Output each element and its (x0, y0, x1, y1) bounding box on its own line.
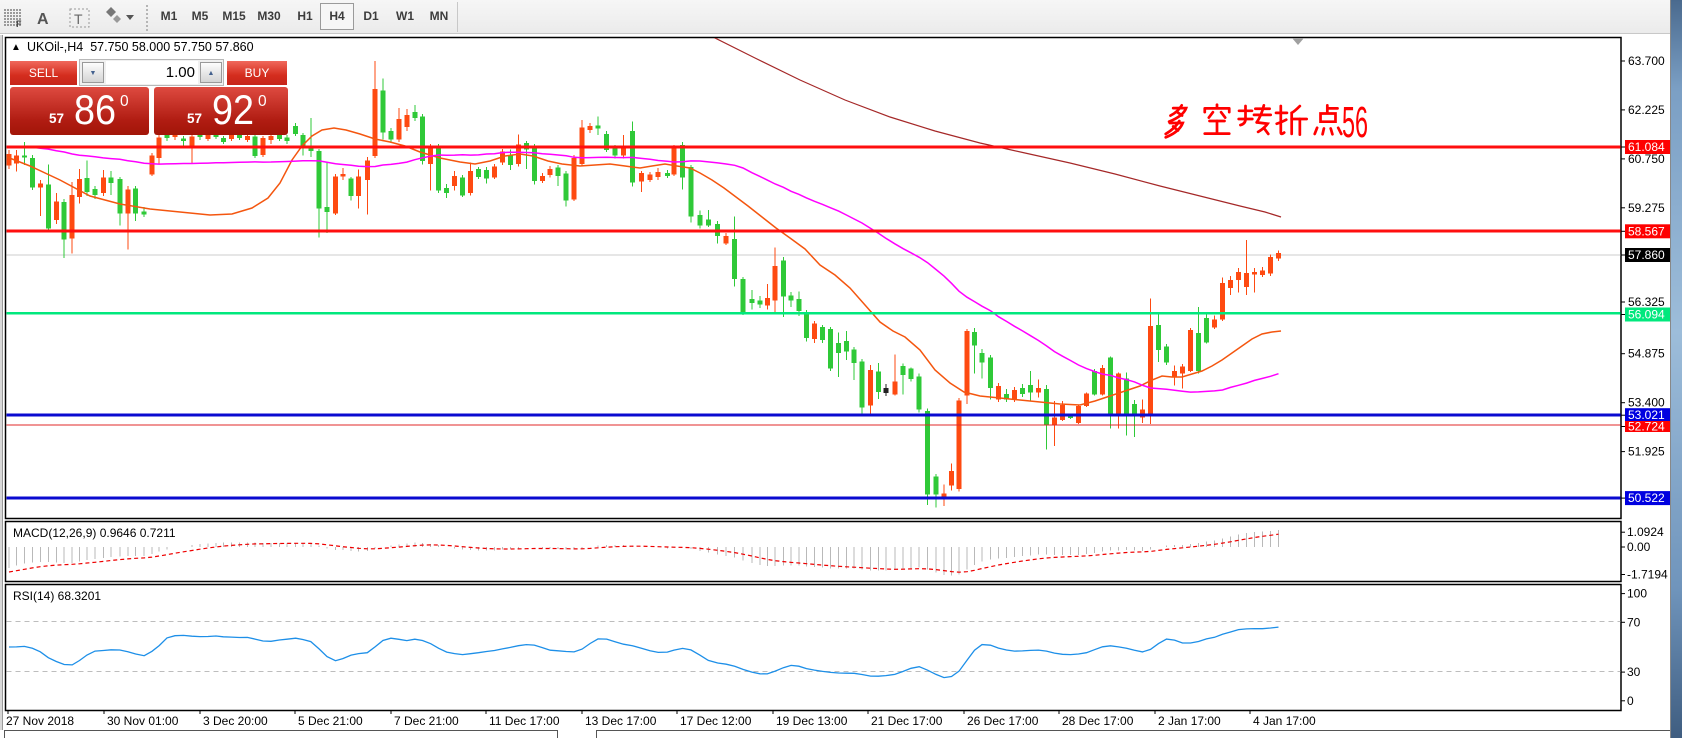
svg-text:5 Dec 21:00: 5 Dec 21:00 (298, 714, 363, 728)
svg-text:63.700: 63.700 (1628, 54, 1665, 68)
svg-text:A: A (37, 11, 49, 28)
svg-text:3 Dec 20:00: 3 Dec 20:00 (203, 714, 268, 728)
svg-text:56: 56 (1342, 98, 1368, 147)
svg-text:58.567: 58.567 (1628, 224, 1665, 238)
svg-text:RSI(14) 68.3201: RSI(14) 68.3201 (13, 589, 101, 603)
svg-text:19 Dec 13:00: 19 Dec 13:00 (776, 714, 848, 728)
svg-text:0.00: 0.00 (1627, 540, 1651, 554)
svg-text:50.522: 50.522 (1628, 491, 1665, 505)
svg-text:53.400: 53.400 (1628, 396, 1665, 410)
svg-text:2 Jan 17:00: 2 Jan 17:00 (1158, 714, 1221, 728)
svg-text:MACD(12,26,9) 0.9646 0.7211: MACD(12,26,9) 0.9646 0.7211 (13, 526, 176, 540)
svg-text:56.094: 56.094 (1628, 308, 1665, 322)
svg-text:0: 0 (1627, 694, 1634, 708)
svg-text:T: T (74, 11, 83, 27)
svg-text:30: 30 (1627, 665, 1641, 679)
svg-text:11 Dec 17:00: 11 Dec 17:00 (489, 714, 560, 728)
svg-text:28 Dec 17:00: 28 Dec 17:00 (1062, 714, 1134, 728)
svg-text:53.021: 53.021 (1628, 408, 1665, 422)
svg-text:52.724: 52.724 (1628, 420, 1665, 434)
svg-text:F: F (16, 19, 22, 29)
svg-text:59.275: 59.275 (1628, 201, 1665, 215)
svg-text:30 Nov 01:00: 30 Nov 01:00 (107, 714, 179, 728)
svg-text:26 Dec 17:00: 26 Dec 17:00 (967, 714, 1039, 728)
svg-text:60.750: 60.750 (1628, 152, 1665, 166)
svg-text:-1.7194: -1.7194 (1627, 568, 1668, 582)
svg-text:13 Dec 17:00: 13 Dec 17:00 (585, 714, 657, 728)
svg-text:54.875: 54.875 (1628, 347, 1665, 361)
svg-text:61.084: 61.084 (1628, 140, 1665, 154)
svg-text:56.325: 56.325 (1628, 295, 1665, 309)
svg-text:51.925: 51.925 (1628, 445, 1665, 459)
svg-text:70: 70 (1627, 615, 1641, 629)
svg-text:7 Dec 21:00: 7 Dec 21:00 (394, 714, 459, 728)
svg-text:1.0924: 1.0924 (1627, 525, 1664, 539)
svg-text:62.225: 62.225 (1628, 103, 1665, 117)
svg-text:UKOil-,H4 57.750 58.000 57.75: UKOil-,H4 57.750 58.000 57.750 57.860 (27, 40, 254, 54)
svg-text:21 Dec 17:00: 21 Dec 17:00 (871, 714, 943, 728)
svg-text:100: 100 (1627, 587, 1647, 601)
svg-text:17 Dec 12:00: 17 Dec 12:00 (680, 714, 752, 728)
svg-text:▲: ▲ (11, 42, 21, 53)
svg-text:57.860: 57.860 (1628, 248, 1665, 262)
svg-text:4 Jan 17:00: 4 Jan 17:00 (1253, 714, 1316, 728)
svg-text:27 Nov 2018: 27 Nov 2018 (6, 714, 74, 728)
